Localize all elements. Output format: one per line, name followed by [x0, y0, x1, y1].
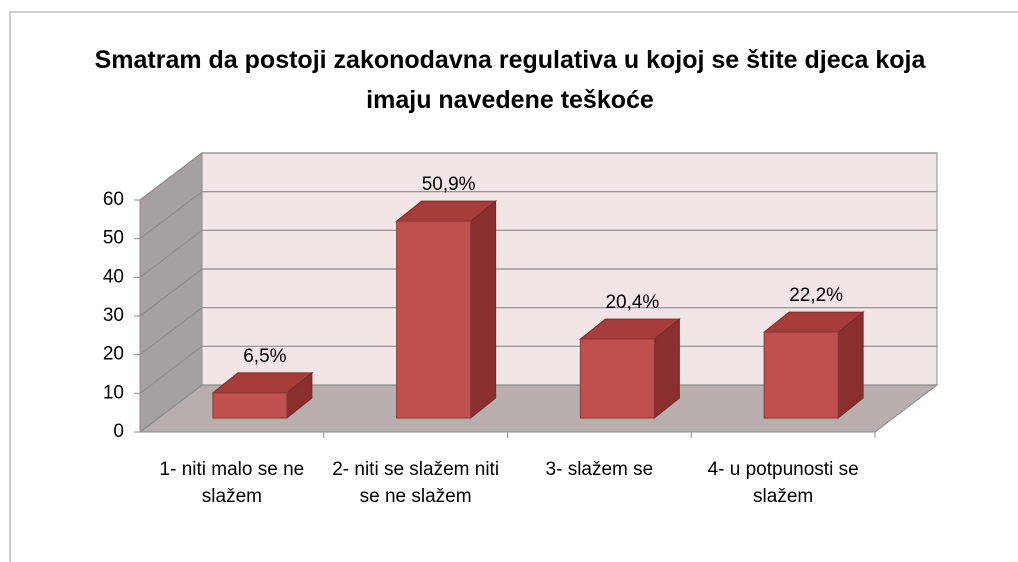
- grid-line: [139, 229, 937, 278]
- x-tick-label: 3- slažem se: [545, 459, 654, 480]
- y-tick-label: 20: [103, 344, 124, 365]
- frame: [9, 11, 1018, 562]
- data-label: 22,2%: [789, 285, 843, 306]
- y-tick-label: 60: [103, 189, 124, 210]
- y-tick-label: 30: [103, 305, 124, 326]
- bar: [763, 331, 839, 419]
- y-tick-label: 0: [113, 421, 124, 442]
- bar: [396, 220, 472, 419]
- grid-line: [139, 384, 937, 433]
- bar-side: [470, 200, 497, 420]
- grid-line: [139, 268, 937, 317]
- grid-line: [139, 345, 937, 394]
- y-tick-label: 50: [103, 228, 124, 249]
- data-label: 20,4%: [605, 292, 659, 313]
- grid-line: [139, 152, 937, 201]
- grid-line: [139, 307, 937, 356]
- x-tick-label: 4- u potpunosti se slažem: [707, 459, 859, 507]
- x-tick-label: 2- niti se slažem niti se ne slažem: [332, 459, 500, 507]
- data-label: 6,5%: [243, 346, 286, 367]
- y-tick-label: 10: [103, 382, 124, 403]
- bar: [212, 392, 288, 419]
- bar: [579, 338, 655, 419]
- chart-title: Smatram da postoji zakonodavna regulativ…: [94, 46, 926, 114]
- y-tick-label: 40: [103, 266, 124, 287]
- grid-line: [139, 191, 937, 240]
- data-label: 50,9%: [422, 174, 476, 195]
- x-tick-label: 1- niti malo se ne slažem: [159, 459, 305, 507]
